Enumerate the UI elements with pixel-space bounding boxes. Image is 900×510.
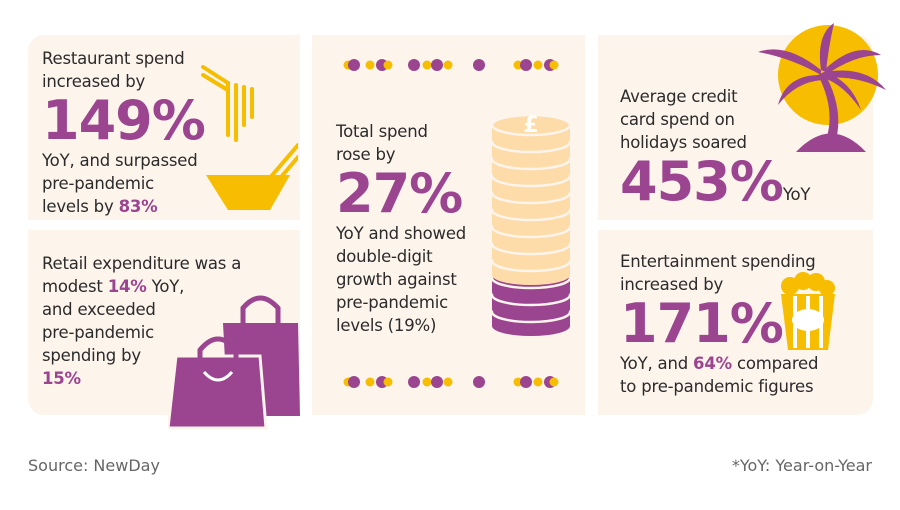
palm-tree-sun-icon (758, 23, 886, 152)
restaurant-line3: YoY, and surpassed (42, 151, 198, 170)
decorative-dot (365, 377, 375, 387)
decorative-dot (348, 376, 360, 388)
decorative-dot (408, 59, 420, 71)
holidays-value: 453% (620, 150, 784, 213)
decorative-dot (431, 59, 443, 71)
total-line5: growth against (336, 270, 457, 289)
total-line2: rose by (336, 145, 396, 164)
retail-line2: modest 14% YoY, (42, 277, 185, 296)
coin-top (490, 113, 572, 137)
entertainment-line1: Entertainment spending (620, 252, 816, 271)
decorative-dot (513, 377, 523, 387)
entertainment-line4: to pre-pandemic figures (620, 377, 814, 396)
coin-stack-icon: £ (490, 113, 572, 336)
dots-top-decoration (343, 59, 559, 71)
decorative-dot (443, 377, 453, 387)
restaurant-card: Restaurant spend increased by 149% YoY, … (28, 35, 300, 220)
decorative-dot (533, 60, 543, 70)
holidays-card: Average credit card spend on holidays so… (598, 23, 886, 220)
popcorn-icon (781, 272, 835, 350)
decorative-dot (549, 377, 559, 387)
entertainment-line2: increased by (620, 275, 724, 294)
retail-line4: pre-pandemic (42, 323, 154, 342)
entertainment-value: 171% (620, 292, 784, 355)
total-line1: Total spend (336, 122, 428, 141)
decorative-dot (473, 376, 485, 388)
holidays-line1: Average credit (620, 87, 738, 106)
dots-bottom-decoration (343, 376, 559, 388)
decorative-dot (431, 376, 443, 388)
decorative-dot (383, 377, 393, 387)
decorative-dot (408, 376, 420, 388)
decorative-dot (348, 59, 360, 71)
retail-line3: and exceeded (42, 300, 156, 319)
decorative-dot (443, 60, 453, 70)
restaurant-value: 149% (42, 89, 206, 152)
decorative-dot (533, 377, 543, 387)
decorative-dot (422, 377, 432, 387)
decorative-dot (513, 60, 523, 70)
retail-line1: Retail expenditure was a (42, 254, 242, 273)
pound-sign-icon: £ (523, 113, 538, 138)
restaurant-line1: Restaurant spend (42, 49, 185, 68)
restaurant-line4: pre-pandemic (42, 174, 154, 193)
yoy-footnote: *YoY: Year-on-Year (731, 456, 872, 475)
holidays-line3: holidays soared (620, 133, 747, 152)
entertainment-card: Entertainment spending increased by 171%… (598, 230, 873, 415)
decorative-dot (549, 60, 559, 70)
decorative-dot (473, 59, 485, 71)
decorative-dot (383, 60, 393, 70)
entertainment-line3: YoY, and 64% compared (620, 354, 819, 373)
retail-highlight2: 15% (42, 369, 81, 388)
shopping-bags-icon (168, 295, 300, 430)
total-line4: double-digit (336, 247, 433, 266)
decorative-dot (520, 59, 532, 71)
noodle-bowl-icon (201, 65, 298, 210)
retail-line5: spending by (42, 346, 141, 365)
total-line6: pre-pandemic (336, 293, 448, 312)
decorative-dot (520, 376, 532, 388)
restaurant-line2: increased by (42, 72, 146, 91)
holidays-suffix: YoY (782, 185, 811, 204)
retail-card: Retail expenditure was a modest 14% YoY,… (28, 230, 300, 430)
restaurant-line5: levels by 83% (42, 197, 158, 216)
holidays-line2: card spend on (620, 110, 735, 129)
decorative-dot (422, 60, 432, 70)
source-label: Source: NewDay (28, 456, 160, 475)
total-spend-card: Total spend rose by 27% YoY and showed d… (312, 35, 585, 415)
total-line7: levels (19%) (336, 316, 437, 335)
total-value: 27% (336, 162, 463, 225)
decorative-dot (365, 60, 375, 70)
total-line3: YoY and showed (336, 224, 467, 243)
